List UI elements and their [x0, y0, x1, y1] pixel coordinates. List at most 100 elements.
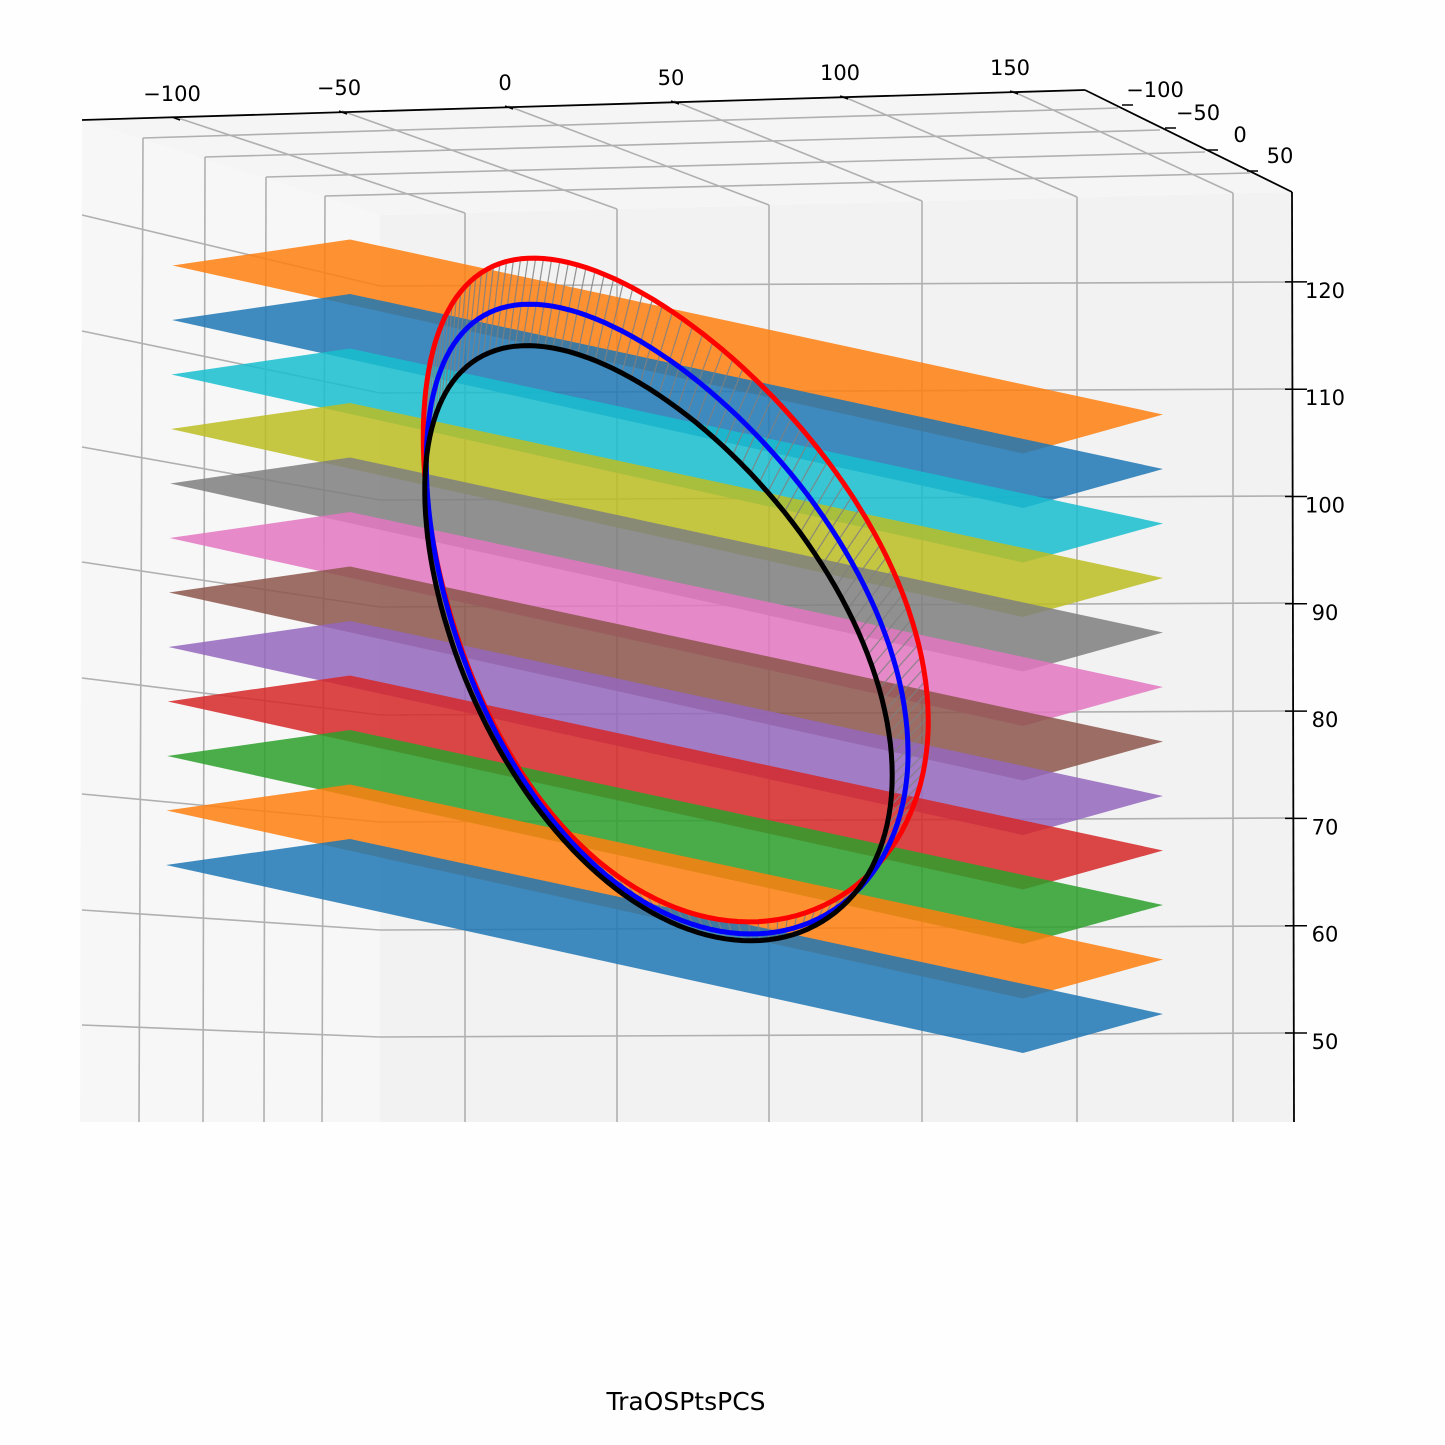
x-tick-mark: [1009, 90, 1019, 95]
x-tick-label: 150: [990, 56, 1030, 80]
grid-line: [81, 1024, 381, 1038]
y-tick-label: 0: [1233, 123, 1246, 147]
plane-surface: [172, 239, 1164, 454]
connector-line: [695, 349, 724, 423]
z-tick-label: 70: [1312, 815, 1339, 839]
grid-line: [1011, 90, 1234, 194]
x-tick-mark: [504, 105, 514, 110]
x-axis-ticks: −100 −50 0 50 100 150: [143, 56, 1030, 121]
connector-line: [889, 704, 929, 745]
connector-line: [871, 618, 913, 667]
grid-line: [841, 95, 1078, 198]
y-axis-ticks: −100−50 0 50: [1122, 78, 1294, 172]
connector-line: [799, 472, 837, 534]
contour-traces: [420, 255, 931, 944]
x-tick-label: −50: [317, 76, 361, 100]
grid-line: [507, 105, 770, 206]
y-tick-label: 50: [1267, 144, 1294, 168]
connector-line: [841, 544, 881, 599]
x-tick-mark: [171, 116, 181, 121]
connector-line: [747, 921, 753, 941]
connector-line: [767, 920, 770, 940]
connector-line: [713, 367, 744, 439]
z-tick-label: 90: [1312, 601, 1339, 625]
connector-line: [737, 921, 744, 941]
connector-line: [888, 692, 928, 734]
connector-line: [648, 311, 674, 390]
connector-line: [784, 917, 788, 937]
connector-line: [757, 921, 761, 941]
connector-line: [828, 519, 868, 577]
connector-line: [758, 417, 793, 483]
connector-line: [776, 919, 779, 939]
x-tick-label: 0: [498, 71, 511, 95]
grid-line: [341, 110, 618, 210]
plane-surface: [171, 348, 1163, 563]
connector-line: [686, 341, 714, 416]
grid-line: [81, 909, 381, 931]
plane-surface: [167, 730, 1163, 944]
y-axis-line: [1084, 89, 1293, 193]
connector-line: [775, 438, 811, 503]
plane-surface: [166, 839, 1163, 1053]
x-axis-line: [81, 89, 1086, 121]
x-tick-mark: [839, 95, 849, 100]
z-tick-label: 50: [1312, 1030, 1339, 1054]
grid-line: [673, 100, 923, 202]
connector-line: [834, 531, 875, 588]
plane-surface: [166, 784, 1164, 999]
connector-line: [612, 287, 634, 369]
plane-surface: [169, 566, 1163, 781]
plane-surface: [170, 457, 1163, 672]
connector-line: [862, 593, 904, 644]
x-tick-label: 100: [820, 61, 860, 85]
connector-line: [594, 278, 615, 361]
connector-line: [884, 668, 925, 712]
z-tick-label: 60: [1312, 923, 1339, 947]
connector-line: [560, 264, 578, 350]
z-axis-line: [1291, 191, 1295, 1123]
connector-line: [886, 680, 927, 723]
grid-line: [142, 107, 1119, 139]
connector-line: [857, 581, 899, 633]
axis-spines: [81, 89, 1295, 1123]
x-tick-label: 50: [658, 66, 685, 90]
connector-line: [727, 920, 735, 941]
trace-series-3: [422, 343, 895, 944]
grid-line: [265, 151, 1206, 178]
connector-line: [676, 333, 704, 409]
z-tick-label: 120: [1305, 279, 1345, 303]
z-tick-label: 110: [1305, 386, 1345, 410]
z-axis-ticks: 50 60 70 80 90 100 110 120: [1285, 279, 1345, 1054]
connector-line: [783, 449, 820, 513]
connector-line: [723, 376, 754, 447]
grid-line: [138, 137, 144, 1123]
chart-title: TraOSPtsPCS: [605, 1387, 765, 1416]
connector-line: [704, 358, 734, 431]
connector-line: [875, 631, 916, 678]
connector-line: [603, 282, 624, 365]
grid-line: [324, 172, 1251, 197]
top-pane: [82, 90, 1292, 215]
connector-line: [639, 305, 664, 384]
connector-line: [658, 318, 684, 396]
connector-line: [732, 386, 764, 456]
connector-line: [821, 507, 861, 566]
x-tick-mark: [338, 110, 348, 115]
connector-line: [621, 293, 644, 374]
connector-line: [814, 495, 853, 555]
z-tick-label: 80: [1312, 708, 1339, 732]
grid-line: [379, 1032, 1293, 1038]
connector-line: [791, 460, 829, 523]
connector-line: [867, 606, 908, 656]
connector-line: [807, 484, 845, 544]
connector-line: [568, 267, 587, 352]
connector-line: [585, 274, 605, 358]
grid-line: [204, 129, 1161, 158]
connector-line: [800, 912, 807, 933]
y-tick-label: −50: [1176, 101, 1220, 125]
z-tick-label: 100: [1305, 494, 1345, 518]
grid-line: [174, 116, 466, 214]
plane-surface: [169, 512, 1164, 726]
